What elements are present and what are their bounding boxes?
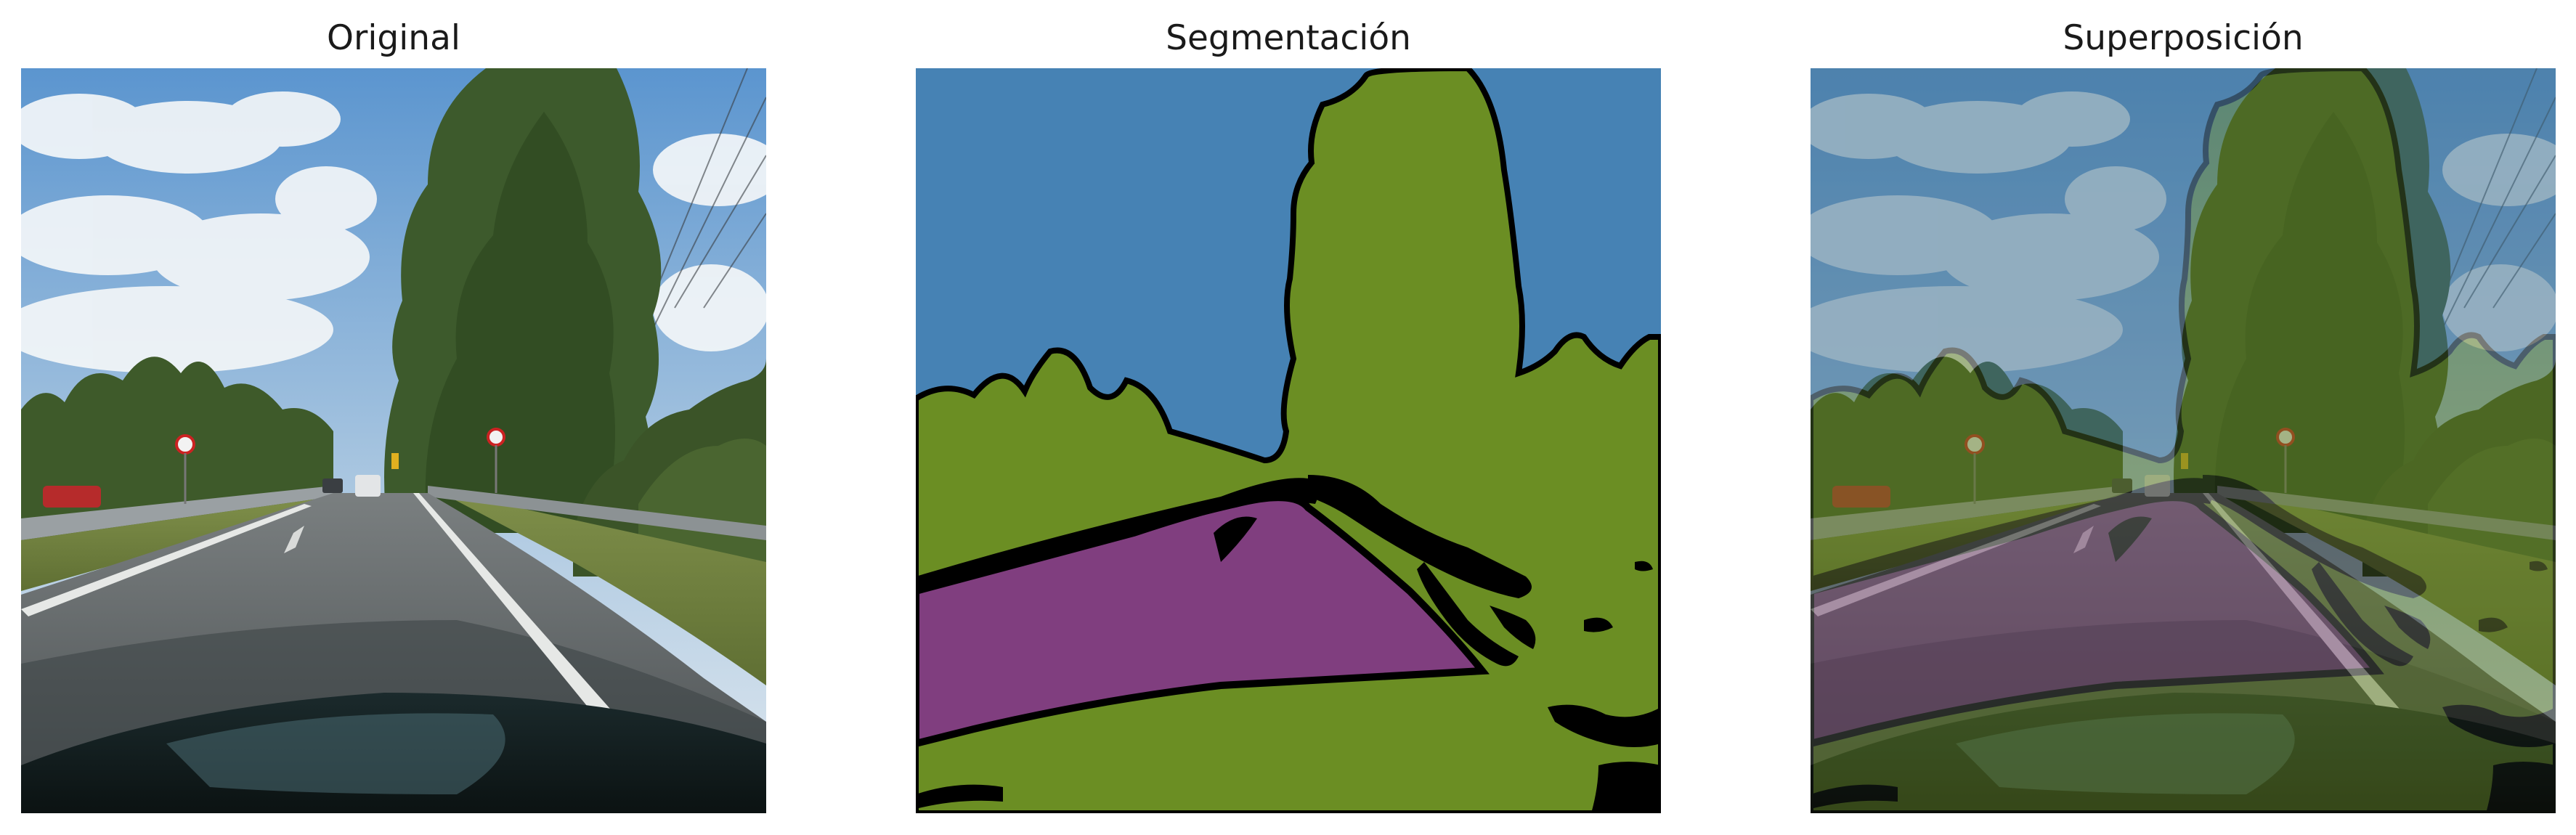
panel-title-original: Original (327, 18, 460, 58)
segmentation-panel (916, 68, 1661, 813)
panel-title-overlay: Superposición (2063, 18, 2304, 58)
segmentation-mask (916, 68, 1661, 813)
panel-title-segmentation: Segmentación (1166, 18, 1411, 58)
overlay-panel (1811, 68, 2556, 813)
original-road-photo (21, 68, 766, 813)
original-image-panel (21, 68, 766, 813)
overlay-image (1811, 68, 2556, 813)
